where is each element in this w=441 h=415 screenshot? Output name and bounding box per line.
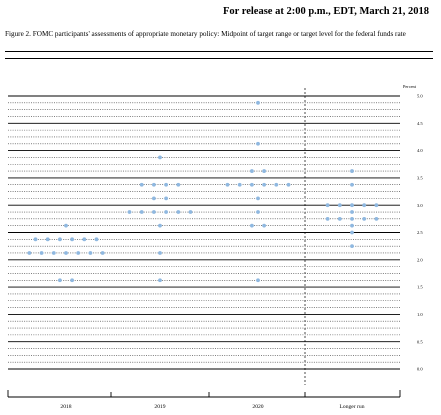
dot-point bbox=[337, 203, 342, 208]
x-tick-label: 2018 bbox=[60, 404, 71, 410]
dot-point bbox=[350, 216, 354, 221]
dot-point bbox=[325, 216, 330, 221]
y-tick-label: 0.5 bbox=[417, 339, 423, 344]
dot-point bbox=[164, 210, 169, 214]
dot-point bbox=[158, 155, 162, 160]
dot-point bbox=[139, 182, 144, 187]
dot-point bbox=[51, 251, 56, 255]
y-tick-label: 2.0 bbox=[417, 257, 423, 262]
dot-point bbox=[164, 182, 169, 187]
y-axis-label: Percent bbox=[403, 84, 417, 89]
dot-point bbox=[262, 169, 266, 173]
dot-point bbox=[250, 169, 254, 173]
dot-point bbox=[350, 203, 354, 208]
y-tick-label: 0.0 bbox=[417, 367, 423, 372]
y-tick-label: 2.5 bbox=[417, 230, 423, 235]
dot-point bbox=[250, 223, 254, 228]
dot-point bbox=[64, 223, 68, 228]
release-notice: For release at 2:00 p.m., EDT, March 21,… bbox=[223, 6, 429, 17]
dot-point bbox=[374, 216, 379, 221]
dot-point bbox=[250, 182, 254, 187]
dot-point bbox=[64, 251, 68, 255]
dot-point bbox=[82, 237, 87, 242]
y-tick-label: 1.5 bbox=[417, 285, 423, 290]
dot-point bbox=[58, 237, 62, 242]
dot-point bbox=[286, 182, 291, 187]
dot-point bbox=[94, 237, 99, 242]
dot-point bbox=[237, 182, 242, 187]
dot-point bbox=[256, 100, 260, 105]
y-tick-label: 4.0 bbox=[417, 148, 423, 153]
dot-point bbox=[256, 196, 260, 201]
dot-point bbox=[158, 223, 162, 228]
dot-point bbox=[362, 203, 367, 208]
dot-point bbox=[139, 210, 144, 214]
y-tick-label: 3.5 bbox=[417, 176, 423, 181]
dot-point bbox=[256, 141, 260, 146]
y-tick-label: 5.0 bbox=[417, 94, 423, 99]
dot-point bbox=[362, 216, 367, 221]
dot-point bbox=[337, 216, 342, 221]
dot-point bbox=[39, 251, 44, 255]
dot-point bbox=[350, 244, 354, 249]
dot-point bbox=[325, 203, 330, 208]
caption-rule-lower bbox=[5, 58, 433, 59]
dot-point bbox=[152, 196, 156, 201]
dot-point bbox=[350, 182, 354, 187]
x-tick-label: 2020 bbox=[252, 404, 263, 410]
y-tick-label: 3.0 bbox=[417, 203, 423, 208]
dot-point bbox=[33, 237, 38, 242]
dot-point bbox=[262, 182, 266, 187]
dot-point bbox=[256, 210, 260, 214]
dot-point bbox=[88, 251, 93, 255]
dot-point bbox=[152, 210, 156, 214]
dot-point bbox=[158, 251, 162, 255]
dot-point bbox=[127, 210, 132, 214]
dot-point bbox=[350, 223, 354, 228]
figure-caption: Figure 2. FOMC participants' assessments… bbox=[5, 30, 406, 38]
caption-rule bbox=[5, 51, 433, 52]
dot-point bbox=[58, 278, 62, 283]
x-tick-label: 2019 bbox=[154, 404, 165, 410]
dot-point bbox=[262, 223, 266, 228]
dot-point bbox=[70, 278, 74, 283]
dot-point bbox=[27, 251, 32, 255]
dot-point bbox=[374, 203, 379, 208]
dot-point bbox=[152, 182, 156, 187]
y-tick-label: 1.0 bbox=[417, 312, 423, 317]
dot-point bbox=[158, 278, 162, 283]
dot-point bbox=[188, 210, 193, 214]
x-tick-label: Longer run bbox=[339, 404, 364, 410]
dot-point bbox=[176, 210, 181, 214]
dot-point bbox=[164, 196, 169, 201]
dot-point bbox=[350, 210, 354, 214]
dot-point bbox=[256, 278, 260, 283]
dot-point bbox=[176, 182, 181, 187]
dot-point bbox=[70, 237, 74, 242]
dot-point bbox=[274, 182, 279, 187]
dot-point bbox=[45, 237, 50, 242]
dot-point bbox=[100, 251, 105, 255]
dot-point bbox=[350, 169, 354, 173]
y-tick-label: 4.5 bbox=[417, 121, 423, 126]
dot-point bbox=[225, 182, 230, 187]
dot-point bbox=[350, 230, 354, 235]
dot-point bbox=[76, 251, 81, 255]
